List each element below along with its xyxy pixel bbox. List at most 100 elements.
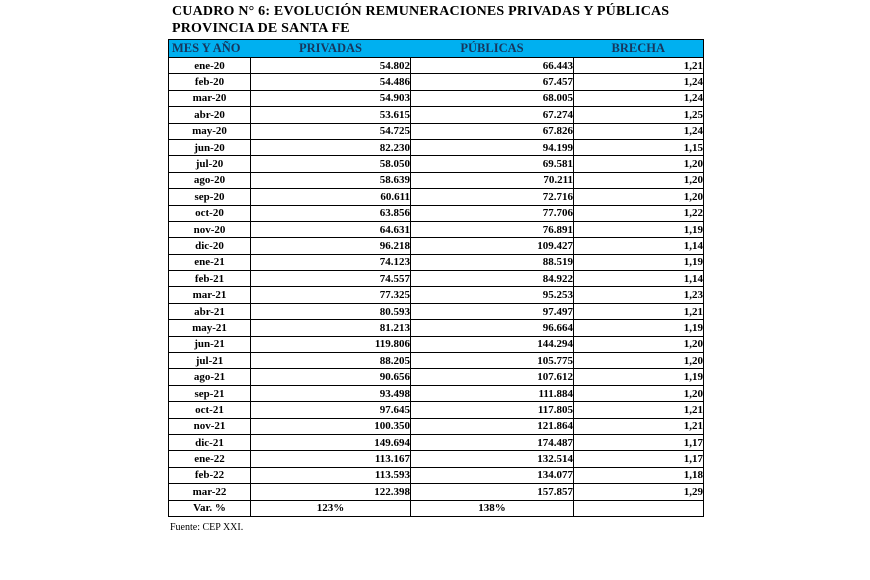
publicas-cell: 105.775 (410, 352, 574, 370)
month-cell: jun-20 (168, 138, 251, 157)
summary-publicas-cell: 138% (410, 499, 574, 517)
publicas-cell: 72.716 (410, 188, 574, 206)
publicas-cell: 70.211 (410, 171, 574, 190)
brecha-cell: 1,20 (573, 171, 704, 190)
privadas-cell: 54.486 (250, 73, 411, 91)
brecha-cell: 1,19 (573, 220, 704, 239)
table-row: oct-21 97.645 117.805 1,21 (168, 401, 704, 419)
privadas-cell: 113.167 (250, 450, 411, 468)
month-cell: mar-21 (168, 286, 251, 304)
table-row: dic-20 96.218 109.427 1,14 (168, 237, 704, 255)
publicas-cell: 174.487 (410, 433, 574, 452)
privadas-cell: 113.593 (250, 466, 411, 485)
table-row: ene-20 54.802 66.443 1,21 (168, 56, 704, 75)
table-row: feb-21 74.557 84.922 1,14 (168, 270, 704, 288)
publicas-cell: 157.857 (410, 483, 574, 501)
table-row: oct-20 63.856 77.706 1,22 (168, 204, 704, 222)
brecha-cell: 1,19 (573, 319, 704, 337)
brecha-cell: 1,17 (573, 450, 704, 468)
table-row: mar-21 77.325 95.253 1,23 (168, 286, 704, 304)
privadas-cell: 74.123 (250, 253, 411, 272)
table-row: ene-22 113.167 132.514 1,17 (168, 450, 704, 468)
table-figure: CUADRO N° 6: EVOLUCIÓN REMUNERACIONES PR… (168, 3, 704, 533)
publicas-cell: 109.427 (410, 237, 574, 255)
brecha-cell: 1,21 (573, 417, 704, 435)
brecha-cell: 1,20 (573, 352, 704, 370)
publicas-cell: 144.294 (410, 335, 574, 354)
publicas-cell: 67.826 (410, 122, 574, 140)
privadas-cell: 80.593 (250, 302, 411, 321)
table-row: ago-20 58.639 70.211 1,20 (168, 171, 704, 190)
brecha-cell: 1,17 (573, 433, 704, 452)
brecha-cell: 1,22 (573, 204, 704, 222)
publicas-cell: 77.706 (410, 204, 574, 222)
brecha-cell: 1,23 (573, 286, 704, 304)
month-cell: feb-22 (168, 466, 251, 485)
privadas-cell: 88.205 (250, 352, 411, 370)
salary-table: MES Y AÑO PRIVADAS PÚBLICAS BRECHA ene-2… (168, 39, 704, 517)
table-row: jun-20 82.230 94.199 1,15 (168, 138, 704, 157)
publicas-cell: 69.581 (410, 155, 574, 173)
month-cell: may-20 (168, 122, 251, 140)
brecha-cell: 1,20 (573, 155, 704, 173)
table-subtitle: PROVINCIA DE SANTA FE (172, 21, 350, 36)
publicas-cell: 132.514 (410, 450, 574, 468)
brecha-cell: 1,21 (573, 302, 704, 321)
month-cell: jun-21 (168, 335, 251, 354)
summary-brecha-cell (573, 499, 704, 517)
brecha-cell: 1,29 (573, 483, 704, 501)
table-body: ene-20 54.802 66.443 1,21 feb-20 54.486 67.457… (168, 56, 704, 501)
month-cell: sep-21 (168, 384, 251, 403)
publicas-cell: 84.922 (410, 270, 574, 288)
col-header-brecha: BRECHA (573, 39, 704, 58)
month-cell: mar-20 (168, 89, 251, 108)
month-cell: mar-22 (168, 483, 251, 501)
month-cell: feb-20 (168, 73, 251, 91)
table-header-row: MES Y AÑO PRIVADAS PÚBLICAS BRECHA (168, 39, 704, 58)
summary-row: Var. % 123% 138% (168, 499, 704, 517)
brecha-cell: 1,20 (573, 384, 704, 403)
privadas-cell: 54.903 (250, 89, 411, 108)
col-header-mes-y-ano: MES Y AÑO (168, 39, 251, 58)
table-row: jul-20 58.050 69.581 1,20 (168, 155, 704, 173)
privadas-cell: 58.050 (250, 155, 411, 173)
col-header-privadas: PRIVADAS (250, 39, 411, 58)
privadas-cell: 149.694 (250, 433, 411, 452)
month-cell: oct-20 (168, 204, 251, 222)
brecha-cell: 1,21 (573, 56, 704, 75)
title-block: CUADRO N° 6: EVOLUCIÓN REMUNERACIONES PR… (172, 3, 704, 37)
month-cell: jul-20 (168, 155, 251, 173)
publicas-cell: 111.884 (410, 384, 574, 403)
table-row: nov-21 100.350 121.864 1,21 (168, 417, 704, 435)
privadas-cell: 119.806 (250, 335, 411, 354)
publicas-cell: 94.199 (410, 138, 574, 157)
privadas-cell: 90.656 (250, 368, 411, 386)
month-cell: may-21 (168, 319, 251, 337)
table-row: jul-21 88.205 105.775 1,20 (168, 352, 704, 370)
privadas-cell: 93.498 (250, 384, 411, 403)
publicas-cell: 66.443 (410, 56, 574, 75)
brecha-cell: 1,20 (573, 188, 704, 206)
month-cell: jul-21 (168, 352, 251, 370)
brecha-cell: 1,14 (573, 270, 704, 288)
table-row: jun-21 119.806 144.294 1,20 (168, 335, 704, 354)
privadas-cell: 81.213 (250, 319, 411, 337)
brecha-cell: 1,19 (573, 368, 704, 386)
privadas-cell: 64.631 (250, 220, 411, 239)
summary-privadas-cell: 123% (250, 499, 411, 517)
privadas-cell: 58.639 (250, 171, 411, 190)
month-cell: ago-21 (168, 368, 251, 386)
month-cell: abr-20 (168, 106, 251, 124)
publicas-cell: 67.457 (410, 73, 574, 91)
publicas-cell: 68.005 (410, 89, 574, 108)
month-cell: dic-20 (168, 237, 251, 255)
month-cell: ene-21 (168, 253, 251, 272)
privadas-cell: 63.856 (250, 204, 411, 222)
publicas-cell: 96.664 (410, 319, 574, 337)
privadas-cell: 96.218 (250, 237, 411, 255)
publicas-cell: 95.253 (410, 286, 574, 304)
table-row: feb-22 113.593 134.077 1,18 (168, 466, 704, 485)
source-note: Fuente: CEP XXI. (170, 521, 244, 533)
table-row: dic-21 149.694 174.487 1,17 (168, 433, 704, 452)
